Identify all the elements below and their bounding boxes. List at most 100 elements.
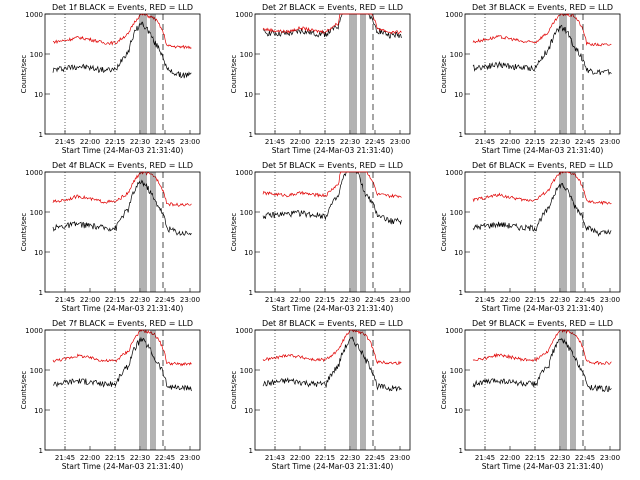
x-tick-label: 22:30 — [130, 296, 150, 304]
x-tick-label: 22:15 — [315, 454, 335, 462]
y-tick-label: 100 — [30, 209, 43, 217]
plot-frame — [464, 171, 621, 293]
x-tick-label: 22:00 — [290, 454, 310, 462]
events-series-line — [472, 337, 612, 393]
detector-panel: Det 2f BLACK = Events, RED = LLD 1 10 100 10… — [230, 3, 411, 155]
x-tick-label: 22:30 — [550, 296, 570, 304]
x-tick-label: 21:45 — [475, 296, 495, 304]
x-tick-label: 22:15 — [525, 138, 545, 146]
detector-panels: Det 1f BLACK = Events, RED = LLD 1 10 100 10… — [20, 3, 621, 471]
events-series-line — [262, 13, 402, 39]
lld-series-line — [52, 328, 192, 367]
plot-frame — [44, 329, 201, 451]
x-tick-label: 22:15 — [525, 454, 545, 462]
panel-title: Det 7f BLACK = Events, RED = LLD — [52, 319, 193, 328]
detector-panel: Det 3f BLACK = Events, RED = LLD 1 10 100 10… — [440, 3, 621, 155]
plot-frame — [44, 171, 201, 293]
detector-panel: Det 7f BLACK = Events, RED = LLD 1 10 100 10… — [20, 319, 201, 471]
x-tick-label: 23:00 — [390, 454, 410, 462]
x-tick-label: 22:45 — [575, 138, 595, 146]
x-tick-label: 22:30 — [340, 138, 360, 146]
y-tick-label: 10 — [244, 91, 253, 99]
y-tick-label: 10 — [34, 407, 43, 415]
x-tick-label: 23:00 — [600, 454, 620, 462]
y-axis-label: Counts/sec — [440, 213, 448, 252]
y-tick-label: 1000 — [235, 11, 253, 19]
lld-series-line — [262, 171, 402, 199]
x-tick-label: 22:45 — [365, 454, 385, 462]
panel-title: Det 2f BLACK = Events, RED = LLD — [262, 3, 403, 12]
y-tick-label: 100 — [240, 51, 253, 59]
events-series-line — [52, 336, 192, 392]
x-tick-label: 23:00 — [600, 296, 620, 304]
y-axis-label: Counts/sec — [230, 371, 238, 410]
events-series-line — [472, 183, 612, 237]
y-tick-label: 10 — [454, 91, 463, 99]
y-tick-label: 1000 — [25, 169, 43, 177]
panel-title: Det 9f BLACK = Events, RED = LLD — [472, 319, 613, 328]
x-tick-label: 22:15 — [105, 454, 125, 462]
y-tick-label: 1000 — [25, 327, 43, 335]
x-tick-label: 21:45 — [475, 454, 495, 462]
y-tick-label: 100 — [240, 209, 253, 217]
x-axis-label: Start Time (24-Mar-03 21:31:40) — [272, 304, 394, 313]
plot-frame — [464, 13, 621, 135]
x-tick-label: 22:15 — [315, 138, 335, 146]
x-tick-label: 21:43 — [265, 296, 285, 304]
x-tick-label: 22:15 — [105, 296, 125, 304]
detector-panel: Det 9f BLACK = Events, RED = LLD 1 10 100 10… — [440, 319, 621, 471]
x-tick-label: 21:45 — [265, 138, 285, 146]
x-axis-label: Start Time (24-Mar-03 21:31:40) — [62, 146, 184, 155]
y-tick-label: 10 — [34, 249, 43, 257]
x-tick-label: 21:45 — [55, 138, 75, 146]
x-tick-label: 23:00 — [600, 138, 620, 146]
x-tick-label: 22:00 — [500, 454, 520, 462]
x-tick-label: 22:00 — [80, 454, 100, 462]
x-axis-label: Start Time (24-Mar-03 21:31:40) — [272, 146, 394, 155]
y-tick-label: 100 — [30, 51, 43, 59]
x-tick-label: 22:45 — [575, 454, 595, 462]
x-tick-label: 22:30 — [340, 454, 360, 462]
panel-title: Det 4f BLACK = Events, RED = LLD — [52, 161, 193, 170]
y-tick-label: 1000 — [445, 11, 463, 19]
y-tick-label: 1000 — [235, 327, 253, 335]
events-series-line — [52, 21, 192, 79]
x-tick-label: 22:00 — [80, 138, 100, 146]
x-axis-label: Start Time (24-Mar-03 21:31:40) — [482, 462, 604, 471]
y-tick-label: 1 — [459, 131, 463, 139]
x-tick-label: 23:00 — [390, 296, 410, 304]
x-tick-label: 21:45 — [55, 296, 75, 304]
x-tick-label: 22:30 — [130, 454, 150, 462]
x-tick-label: 22:30 — [550, 138, 570, 146]
y-tick-label: 100 — [450, 367, 463, 375]
lld-series-line — [472, 329, 612, 366]
x-tick-label: 22:15 — [315, 296, 335, 304]
y-tick-label: 1000 — [445, 327, 463, 335]
detector-panel: Det 1f BLACK = Events, RED = LLD 1 10 100 10… — [20, 3, 201, 155]
lld-series-line — [262, 329, 402, 365]
x-tick-label: 23:00 — [180, 138, 200, 146]
y-tick-label: 10 — [244, 249, 253, 257]
x-tick-label: 22:00 — [290, 296, 310, 304]
x-tick-label: 22:00 — [500, 296, 520, 304]
x-axis-label: Start Time (24-Mar-03 21:31:40) — [62, 462, 184, 471]
x-tick-label: 22:30 — [550, 454, 570, 462]
x-tick-label: 22:00 — [290, 138, 310, 146]
y-axis-label: Counts/sec — [20, 371, 28, 410]
x-tick-label: 22:45 — [155, 138, 175, 146]
x-tick-label: 23:00 — [180, 296, 200, 304]
y-axis-label: Counts/sec — [230, 55, 238, 94]
y-axis-label: Counts/sec — [20, 55, 28, 94]
x-axis-label: Start Time (24-Mar-03 21:31:40) — [482, 146, 604, 155]
y-tick-label: 10 — [244, 407, 253, 415]
lld-series-line — [262, 13, 402, 35]
y-tick-label: 100 — [30, 367, 43, 375]
x-tick-label: 21:43 — [265, 454, 285, 462]
events-series-line — [472, 24, 612, 76]
y-tick-label: 1 — [39, 289, 43, 297]
y-tick-label: 1 — [249, 447, 253, 455]
panel-title: Det 8f BLACK = Events, RED = LLD — [262, 319, 403, 328]
y-tick-label: 100 — [450, 51, 463, 59]
x-tick-label: 21:45 — [475, 138, 495, 146]
lld-series-line — [472, 171, 612, 206]
